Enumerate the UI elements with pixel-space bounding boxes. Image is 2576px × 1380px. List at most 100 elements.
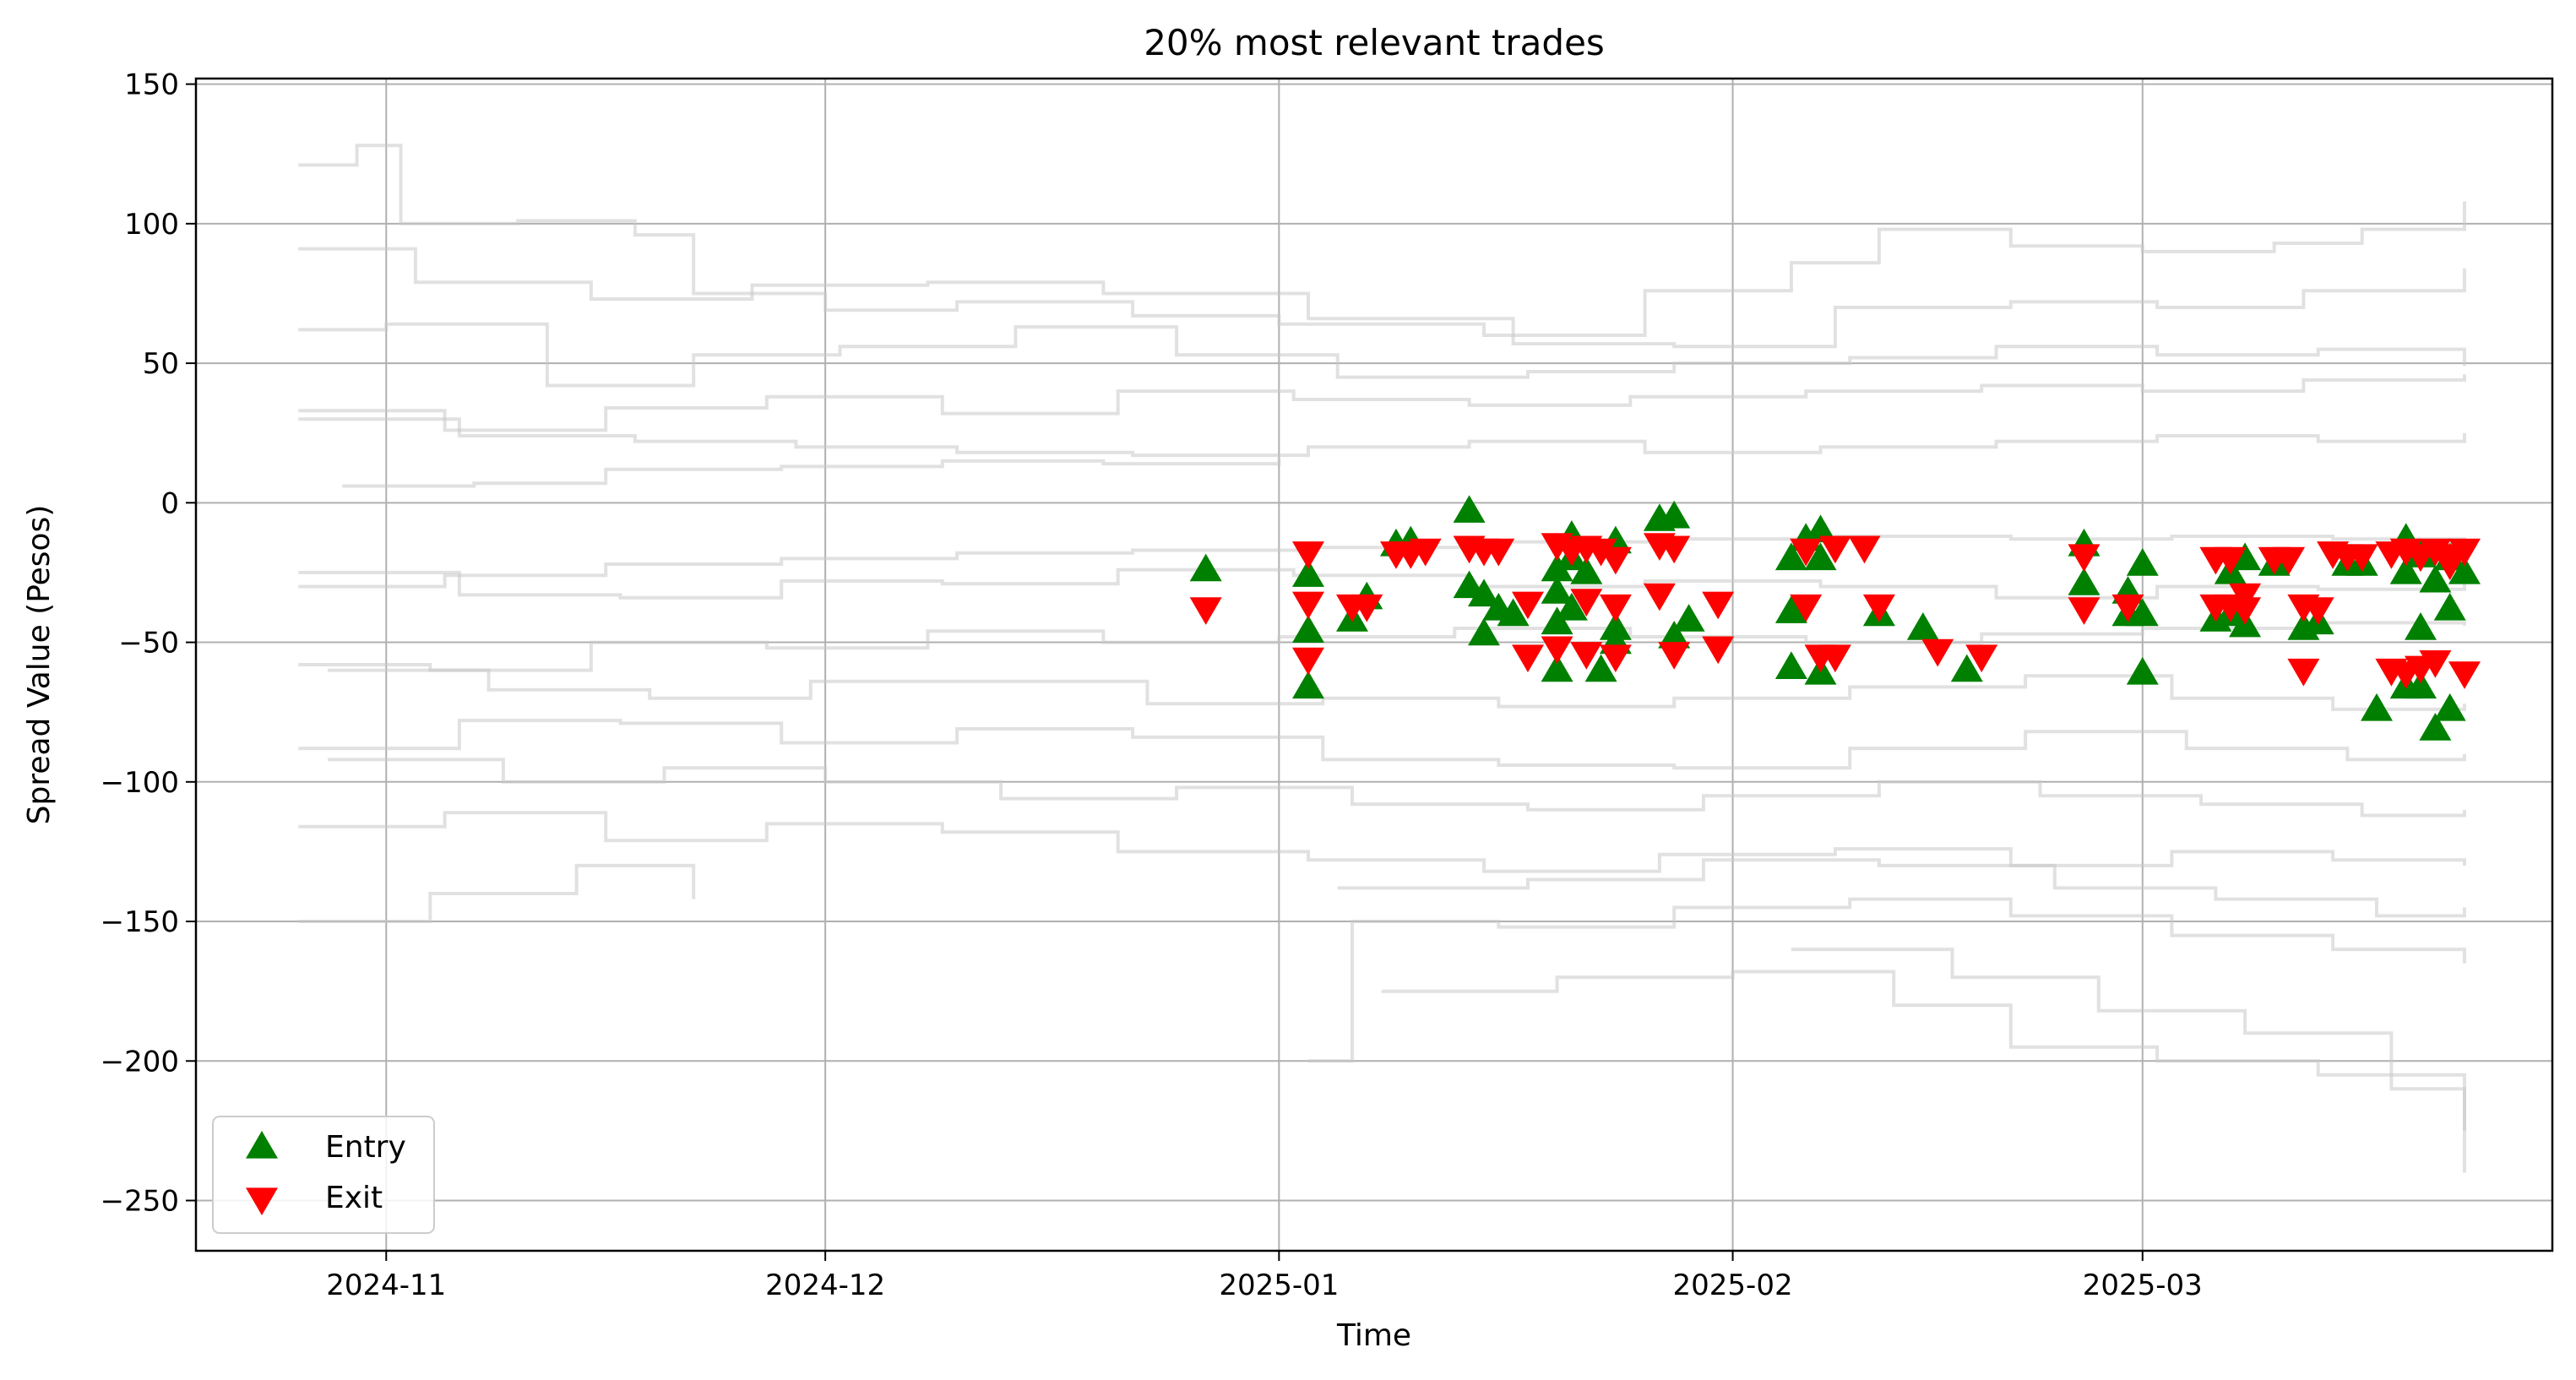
exit-marker: [1512, 644, 1544, 673]
exit-marker: [2229, 597, 2262, 625]
entry-marker: [1541, 606, 1573, 635]
background-spread-line: [298, 811, 2466, 873]
exit-marker: [1189, 597, 1222, 625]
background-spread-line: [1337, 858, 2466, 918]
entry-marker: [1541, 576, 1573, 604]
entry-marker: [1468, 617, 1500, 646]
entry-marker: [2448, 556, 2481, 584]
legend-exit-label: Exit: [325, 1181, 383, 1215]
entry-marker: [1950, 654, 1983, 682]
x-axis-label: Time: [1336, 1318, 1411, 1353]
entry-marker: [1292, 671, 1324, 699]
exit-marker: [1584, 538, 1617, 567]
background-spread-line: [1308, 897, 2466, 1063]
entry-marker: [2405, 671, 2437, 699]
exit-marker: [1570, 642, 1603, 670]
exit-marker: [1921, 638, 1954, 667]
entry-marker: [1584, 654, 1617, 682]
legend-exit-marker: [246, 1187, 278, 1215]
exit-marker: [1702, 591, 1735, 620]
exit-marker: [1965, 644, 1998, 673]
entry-marker: [1468, 579, 1500, 607]
background-spread-line: [298, 719, 2466, 770]
background-spread-line: [1381, 970, 2466, 1131]
entry-marker: [1292, 615, 1324, 643]
exit-marker: [1702, 636, 1735, 665]
exit-marker: [1599, 644, 1632, 673]
entry-marker: [2405, 612, 2437, 640]
trade-markers: [1189, 495, 2481, 741]
entry-marker: [1774, 542, 1807, 571]
entry-marker: [2126, 548, 2159, 576]
exit-marker: [2448, 661, 2481, 689]
exit-marker: [2273, 546, 2306, 575]
exit-marker: [1818, 644, 1851, 673]
exit-marker: [1350, 594, 1383, 622]
entry-marker: [2126, 656, 2159, 685]
y-tick-label: 100: [124, 208, 179, 242]
background-spread-line: [342, 458, 1281, 488]
entry-marker: [1189, 553, 1222, 582]
entry-marker: [1497, 598, 1530, 627]
axis-ticks: 150 100 50 0 −50 −100 −150 −200 −250 2024-11 2024-…: [101, 68, 2203, 1302]
y-tick-label: −50: [118, 627, 179, 660]
exit-marker: [1541, 636, 1573, 665]
exit-marker: [2419, 650, 2452, 678]
exit-marker: [1409, 538, 1442, 567]
exit-marker: [2433, 552, 2466, 580]
exit-marker: [2068, 544, 2100, 573]
entry-marker: [1658, 500, 1691, 529]
y-tick-label: −150: [101, 905, 179, 939]
entry-marker: [1599, 612, 1632, 640]
background-spread-line: [1791, 948, 2466, 1173]
entry-marker: [2361, 693, 2393, 721]
exit-marker: [2448, 538, 2481, 567]
entry-marker: [2419, 713, 2452, 741]
entry-marker: [1774, 651, 1807, 679]
legend-entry-marker: [246, 1131, 278, 1159]
exit-marker: [2068, 597, 2100, 625]
entry-marker: [2389, 556, 2422, 584]
entry-marker: [1774, 595, 1807, 623]
grid-layer: [196, 79, 2552, 1251]
exit-marker: [1512, 591, 1544, 620]
exit-marker: [1292, 647, 1324, 676]
exit-marker: [1790, 538, 1823, 567]
exit-marker: [2302, 597, 2334, 625]
y-tick-label: −200: [101, 1045, 179, 1078]
y-axis-label: Spread Value (Pesos): [22, 505, 57, 825]
chart-title: 20% most relevant trades: [1144, 22, 1605, 63]
background-spread-line: [298, 144, 2466, 337]
background-spread-line: [328, 668, 2466, 711]
background-spread-line: [328, 758, 2466, 818]
entry-marker: [1804, 542, 1837, 571]
exit-marker: [1570, 589, 1603, 617]
background-spread-line: [298, 322, 2466, 388]
background-spread-line: [298, 863, 696, 923]
background-spread-line: [298, 621, 2466, 672]
legend-entry-label: Entry: [325, 1130, 406, 1165]
y-tick-label: −100: [101, 766, 179, 800]
exit-marker: [2287, 658, 2320, 687]
exit-marker: [1862, 594, 1895, 622]
exit-marker: [1599, 546, 1632, 575]
background-spread-line: [298, 374, 2466, 432]
background-spread-line: [298, 417, 2466, 458]
x-tick-label: 2025-02: [1673, 1269, 1793, 1302]
y-tick-label: −250: [101, 1185, 179, 1219]
exit-marker: [1292, 541, 1324, 569]
exit-marker: [1818, 535, 1851, 564]
exit-marker: [1599, 594, 1632, 622]
y-tick-label: 0: [160, 486, 179, 520]
exit-marker: [1790, 594, 1823, 622]
exit-marker: [1658, 642, 1691, 670]
x-tick-label: 2025-01: [1219, 1269, 1339, 1302]
exit-marker: [1292, 591, 1324, 620]
exit-marker: [1643, 583, 1676, 611]
exit-marker: [1482, 538, 1515, 567]
exit-marker: [1848, 535, 1881, 564]
entry-marker: [1658, 621, 1691, 649]
exit-marker: [2229, 583, 2262, 611]
exit-marker: [2345, 544, 2378, 573]
